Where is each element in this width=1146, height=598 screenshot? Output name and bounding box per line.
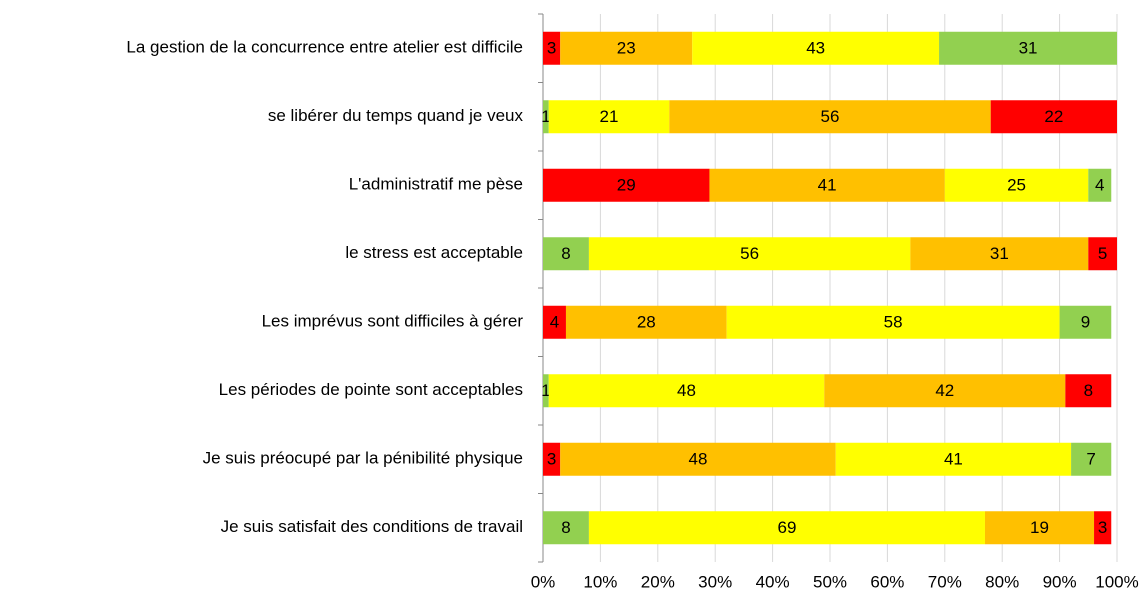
bar-segment <box>944 168 1089 202</box>
data-label: 43 <box>806 39 825 58</box>
data-label: 28 <box>637 313 656 332</box>
data-label: 56 <box>821 107 840 126</box>
data-label: 8 <box>561 518 570 537</box>
bar-segment <box>726 305 1060 339</box>
bar-segment <box>990 100 1117 134</box>
data-label: 4 <box>1095 176 1104 195</box>
bar-segment <box>560 442 836 476</box>
data-label: 3 <box>547 450 556 469</box>
bar-segment <box>1059 305 1112 339</box>
bar-segment <box>709 168 945 202</box>
x-tick-label: 80% <box>985 572 1019 591</box>
x-tick-label: 60% <box>870 572 904 591</box>
x-tick-label: 70% <box>928 572 962 591</box>
x-tick-label: 40% <box>756 572 790 591</box>
bar-segment <box>543 374 549 408</box>
y-tick-label: Les imprévus sont difficiles à gérer <box>262 312 524 331</box>
bar-segment <box>1071 442 1112 476</box>
bar-segment <box>543 100 549 134</box>
bar-segment <box>543 442 561 476</box>
data-label: 41 <box>944 450 963 469</box>
x-tick-label: 30% <box>698 572 732 591</box>
bar-segment <box>588 237 911 271</box>
data-label: 41 <box>818 176 837 195</box>
bar-segment <box>560 31 693 65</box>
x-tick-label: 90% <box>1043 572 1077 591</box>
bar-segment <box>1065 374 1112 408</box>
bar-segment <box>910 237 1089 271</box>
bar-segment <box>669 100 991 134</box>
data-label: 29 <box>617 176 636 195</box>
bar-segment <box>548 100 670 134</box>
x-tick-label: 100% <box>1095 572 1138 591</box>
bar-segment <box>543 237 589 271</box>
data-label: 4 <box>550 313 559 332</box>
bar-segment <box>588 511 985 545</box>
y-tick-label: Je suis préocupé par la pénibilité physi… <box>203 449 523 468</box>
data-label: 42 <box>935 381 954 400</box>
bar-segment <box>824 374 1066 408</box>
bar-segment <box>543 31 561 65</box>
data-label: 22 <box>1044 107 1063 126</box>
bar-segment <box>1094 511 1112 545</box>
y-tick-label: Je suis satisfait des conditions de trav… <box>221 517 523 536</box>
bar-segment <box>565 305 727 339</box>
data-label: 21 <box>600 107 619 126</box>
data-label: 8 <box>561 244 570 263</box>
data-label: 48 <box>689 450 708 469</box>
data-label: 56 <box>740 244 759 263</box>
bar-segment <box>1088 168 1112 202</box>
data-label: 3 <box>547 39 556 58</box>
bar-segment <box>543 305 566 339</box>
x-tick-label: 20% <box>641 572 675 591</box>
data-label: 3 <box>1098 518 1107 537</box>
data-label: 9 <box>1081 313 1090 332</box>
data-label: 31 <box>1019 39 1038 58</box>
bar-segment <box>1088 237 1117 271</box>
data-label: 31 <box>990 244 1009 263</box>
x-tick-label: 10% <box>583 572 617 591</box>
data-label: 5 <box>1098 244 1107 263</box>
data-label: 69 <box>777 518 796 537</box>
data-label: 1 <box>541 107 550 126</box>
y-tick-label: La gestion de la concurrence entre ateli… <box>126 38 523 57</box>
data-label: 1 <box>541 381 550 400</box>
y-tick-label: le stress est acceptable <box>345 243 523 262</box>
data-label: 23 <box>617 39 636 58</box>
data-label: 19 <box>1030 518 1049 537</box>
data-label: 58 <box>884 313 903 332</box>
y-tick-label: L'administratif me pèse <box>349 175 523 194</box>
data-label: 8 <box>1084 381 1093 400</box>
bar-segment <box>984 511 1095 545</box>
data-label: 7 <box>1086 450 1095 469</box>
bar-segment <box>939 31 1117 65</box>
data-label: 48 <box>677 381 696 400</box>
data-label: 25 <box>1007 176 1026 195</box>
y-tick-label: Les périodes de pointe sont acceptables <box>219 380 523 399</box>
x-tick-label: 0% <box>531 572 556 591</box>
x-tick-label: 50% <box>813 572 847 591</box>
bar-segment <box>548 374 825 408</box>
bar-segment <box>692 31 940 65</box>
bar-segment <box>543 511 589 545</box>
y-tick-label: se libérer du temps quand je veux <box>268 106 524 125</box>
bar-segment <box>835 442 1072 476</box>
bar-segment <box>543 168 710 202</box>
